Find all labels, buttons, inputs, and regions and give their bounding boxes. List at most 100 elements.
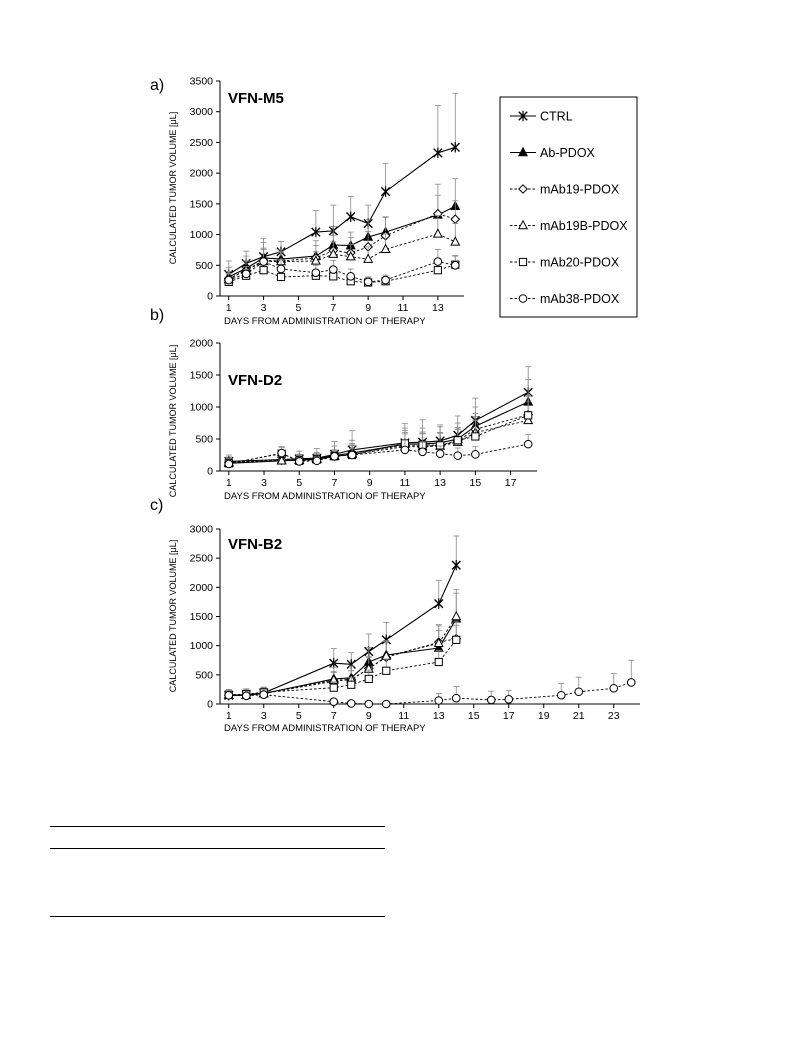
panel-3-point-mab38-pdox <box>451 693 461 703</box>
panel-1-point-mab38-pdox <box>346 272 356 281</box>
panel-3-xtick-label-13: 13 <box>433 710 445 722</box>
panel-1-point-mab19-pdox <box>450 214 461 225</box>
panel-2-xtick-label-17: 17 <box>505 477 517 489</box>
panel-3-point-mab38-pdox <box>241 691 251 701</box>
panel-3-series-mab38-pdox <box>224 659 636 709</box>
panel-3-xtick-label-3: 3 <box>261 710 267 722</box>
panel-1-line-mab19-pdox <box>228 213 456 280</box>
legend-marker-mab20-pdox <box>518 257 528 267</box>
panel-2-point-mab38-pdox <box>453 451 463 460</box>
panel-2-point-mab38-pdox <box>330 451 339 461</box>
panel-2-series-ab-pdox <box>223 379 534 468</box>
panel-1-xtick-label-3: 3 <box>261 302 267 314</box>
panel-3-xtick-label-1: 1 <box>226 710 232 722</box>
panel-3-line-ab-pdox <box>228 618 457 696</box>
panel-3-xtick-label-15: 15 <box>468 710 480 722</box>
panel-1-point-mab20-pdox <box>433 266 442 275</box>
panel-c-xlabel: DAYS FROM ADMINISTRATION OF THERAPY <box>224 723 426 734</box>
panel-1-point-mab38-pdox <box>433 257 443 266</box>
panel-1-xtick-label-11: 11 <box>398 302 409 314</box>
panel-2-xtick-label-5: 5 <box>296 477 302 489</box>
panel-2-point-mab20-pdox <box>524 411 533 420</box>
panel-a-ylabel: CALCULATED TUMOR VOLUME [μL] <box>168 112 178 264</box>
panel-1-ytick-label-2500: 2500 <box>190 137 214 149</box>
panel-1-line-mab38-pdox <box>228 261 456 283</box>
panel-3-point-mab38-pdox <box>574 687 584 697</box>
legend-marker-mab38-pdox <box>518 294 528 303</box>
panel-3-point-mab38-pdox <box>486 695 496 705</box>
panel-3-xtick-label-19: 19 <box>538 710 550 722</box>
panel-2-point-mab38-pdox <box>224 459 234 469</box>
legend-label-mab38-pdox: mAb38-PDOX <box>540 292 620 306</box>
legend-label-ab-pdox: Ab-PDOX <box>540 146 596 160</box>
panel-2-xtick-label-11: 11 <box>399 477 410 489</box>
panel-2-line-ctrl <box>228 391 529 462</box>
panel-2-point-mab20-pdox <box>453 436 462 445</box>
panel-b-title: VFN-D2 <box>228 372 282 389</box>
panel-1-point-mab19b-pdox <box>380 243 391 254</box>
panel-2-ytick-label-500: 500 <box>195 434 213 446</box>
panel-3-xtick-label-11: 11 <box>398 710 409 722</box>
panel-3-point-mab38-pdox <box>364 699 374 709</box>
legend-marker-mab19-pdox <box>518 184 528 194</box>
legend-entry-ctrl: CTRL <box>510 110 573 124</box>
panel-3-xtick-label-7: 7 <box>331 710 337 722</box>
panel-1-xtick-label-1: 1 <box>226 302 232 314</box>
panel-b-letter: b) <box>150 307 164 324</box>
panel-1-point-mab20-pdox <box>276 272 286 282</box>
panel-2-series-mab19-pdox <box>223 395 534 468</box>
panel-2-xtick-label-15: 15 <box>470 477 482 489</box>
panel-3-point-mab38-pdox <box>381 699 391 709</box>
panel-1-ytick-label-500: 500 <box>195 260 213 272</box>
legend-label-mab19b-pdox: mAb19B-PDOX <box>540 219 628 233</box>
panel-1-point-mab19b-pdox <box>310 255 321 265</box>
panel-3-point-ctrl <box>451 559 461 571</box>
legend-entry-mab38-pdox: mAb38-PDOX <box>510 292 620 306</box>
panel-1-series-mab38-pdox <box>224 248 460 287</box>
panel-3-series-mab19-pdox <box>223 620 462 701</box>
panel-3-series-mab19b-pdox <box>223 592 462 699</box>
panel-3-point-mab38-pdox <box>556 690 566 700</box>
panel-2-point-mab19b-pdox <box>276 454 287 465</box>
panel-2-xtick-label-1: 1 <box>226 477 232 489</box>
panel-3-point-mab20-pdox <box>452 635 461 644</box>
panel-1-ytick-label-1500: 1500 <box>190 198 214 210</box>
panel-1-point-mab38-pdox <box>311 268 321 277</box>
panel-2-point-mab38-pdox <box>418 447 427 457</box>
panel-2-ytick-label-0: 0 <box>207 466 213 478</box>
panel-3-ytick-label-2000: 2000 <box>190 582 214 594</box>
panel-c-title: VFN-B2 <box>228 536 282 553</box>
panel-1-point-mab38-pdox <box>259 257 268 266</box>
panel-3-series-mab20-pdox <box>224 624 461 699</box>
panel-3-ytick-label-0: 0 <box>207 699 213 711</box>
panel-3-point-mab19b-pdox <box>433 637 444 648</box>
panel-1-point-mab38-pdox <box>241 269 251 279</box>
panel-b-chart: b) VFN-D2 CALCULATED TUMOR VOLUME [μL] D… <box>150 307 537 502</box>
table-rule-top <box>50 826 385 827</box>
legend-marker-ctrl <box>518 110 528 122</box>
panel-3-ytick-label-2500: 2500 <box>190 553 214 565</box>
panel-2-series-mab38-pdox <box>224 434 533 469</box>
panel-2-point-mab38-pdox <box>400 445 410 455</box>
panel-1-ytick-label-0: 0 <box>207 291 213 303</box>
panel-1-point-ctrl <box>450 142 460 153</box>
panel-3-point-mab38-pdox <box>259 690 269 699</box>
panel-3-xtick-label-21: 21 <box>573 710 585 722</box>
panel-3-point-ctrl <box>434 598 444 609</box>
panel-2-xtick-label-3: 3 <box>261 477 267 489</box>
panel-3-line-ctrl <box>228 564 457 696</box>
panel-1-point-mab19b-pdox <box>363 253 374 263</box>
panel-1-point-mab38-pdox <box>450 260 460 270</box>
panel-3-ytick-label-3000: 3000 <box>190 524 214 536</box>
panel-a-xlabel: DAYS FROM ADMINISTRATION OF THERAPY <box>224 316 426 327</box>
panel-2-line-mab19b-pdox <box>228 419 529 463</box>
panel-3-point-mab38-pdox <box>434 696 444 705</box>
legend-label-ctrl: CTRL <box>540 110 573 124</box>
panel-2-xtick-label-9: 9 <box>367 477 373 489</box>
panel-1-point-mab38-pdox <box>363 277 373 287</box>
legend-entry-mab20-pdox: mAb20-PDOX <box>510 256 620 270</box>
panel-3-point-mab20-pdox <box>329 683 338 692</box>
panel-2-ytick-label-2000: 2000 <box>190 338 214 350</box>
panel-3-line-mab19b-pdox <box>228 616 457 696</box>
